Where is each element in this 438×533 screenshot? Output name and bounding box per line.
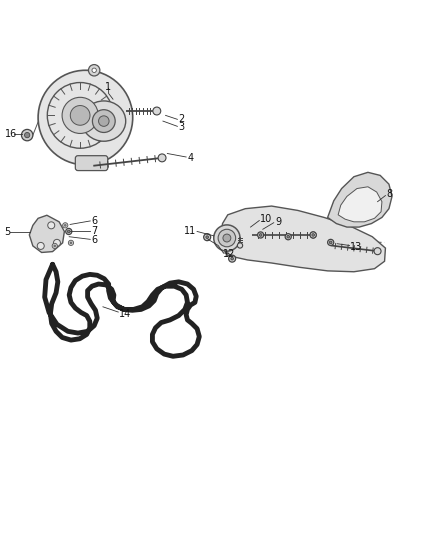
Circle shape xyxy=(53,239,60,246)
Circle shape xyxy=(310,232,316,238)
Circle shape xyxy=(70,242,72,244)
Text: 6: 6 xyxy=(91,235,97,245)
Circle shape xyxy=(48,222,55,229)
Circle shape xyxy=(63,223,68,228)
Circle shape xyxy=(21,130,33,141)
Text: 11: 11 xyxy=(184,227,196,237)
Text: 10: 10 xyxy=(260,214,272,224)
Polygon shape xyxy=(338,187,382,222)
Circle shape xyxy=(66,229,72,235)
Text: 6: 6 xyxy=(91,215,97,225)
Circle shape xyxy=(231,257,233,260)
Circle shape xyxy=(329,241,332,244)
Circle shape xyxy=(92,110,115,133)
Circle shape xyxy=(204,233,211,241)
Circle shape xyxy=(67,230,70,233)
Text: 14: 14 xyxy=(119,309,131,319)
Circle shape xyxy=(153,107,161,115)
Text: 1: 1 xyxy=(105,82,111,92)
Circle shape xyxy=(37,243,44,249)
Circle shape xyxy=(312,233,314,236)
Text: 9: 9 xyxy=(275,217,281,227)
Circle shape xyxy=(285,233,291,240)
Circle shape xyxy=(88,64,100,76)
Circle shape xyxy=(223,234,231,242)
Circle shape xyxy=(310,232,316,238)
Circle shape xyxy=(258,232,264,238)
Circle shape xyxy=(158,154,166,162)
Circle shape xyxy=(25,133,30,138)
Circle shape xyxy=(99,116,109,126)
Text: 5: 5 xyxy=(4,228,11,237)
Text: 8: 8 xyxy=(386,189,392,199)
Circle shape xyxy=(70,106,90,125)
Polygon shape xyxy=(221,206,385,272)
Circle shape xyxy=(68,240,74,246)
Circle shape xyxy=(54,245,56,247)
Circle shape xyxy=(374,248,381,255)
Text: 3: 3 xyxy=(179,122,185,132)
Circle shape xyxy=(214,225,240,251)
Circle shape xyxy=(92,68,96,72)
Polygon shape xyxy=(45,264,199,356)
Ellipse shape xyxy=(82,101,126,141)
Circle shape xyxy=(206,236,208,238)
Text: 4: 4 xyxy=(187,153,194,163)
Text: 16: 16 xyxy=(5,129,18,139)
FancyBboxPatch shape xyxy=(75,156,108,171)
Circle shape xyxy=(287,236,290,238)
Circle shape xyxy=(328,239,334,246)
Circle shape xyxy=(62,98,98,133)
Circle shape xyxy=(38,70,133,165)
Text: 12: 12 xyxy=(223,249,235,259)
Text: 2: 2 xyxy=(179,115,185,124)
Circle shape xyxy=(64,224,66,226)
Text: 7: 7 xyxy=(91,225,97,236)
Circle shape xyxy=(237,243,243,248)
Polygon shape xyxy=(29,215,64,253)
Polygon shape xyxy=(328,172,392,227)
Circle shape xyxy=(259,233,262,236)
Text: 13: 13 xyxy=(350,242,363,252)
Circle shape xyxy=(229,255,236,262)
Circle shape xyxy=(218,229,236,247)
Circle shape xyxy=(52,243,57,248)
